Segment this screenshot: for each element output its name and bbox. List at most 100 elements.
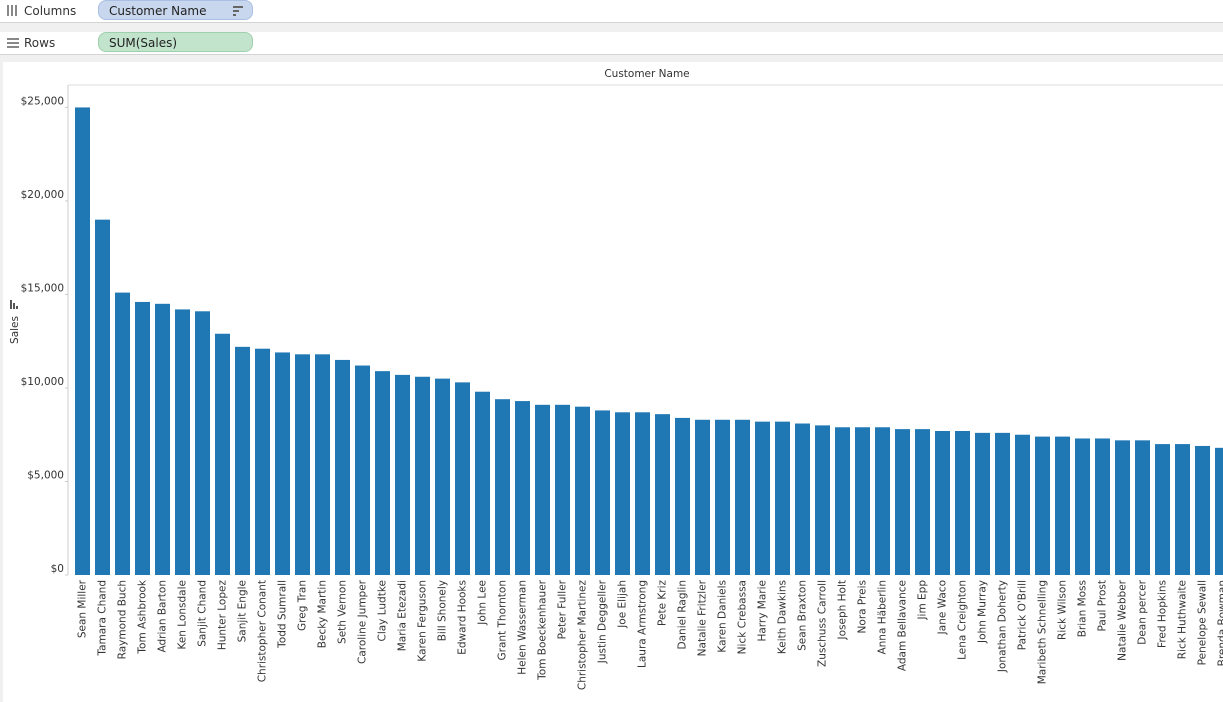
axis-icon xyxy=(10,300,18,309)
x-tick-label: Nick Crebassa xyxy=(737,580,749,654)
x-tick-label: Greg Tran xyxy=(297,580,309,631)
y-axis-title: Sales xyxy=(9,316,21,344)
x-tick-label: John Lee xyxy=(477,580,489,626)
x-tick-label: Adrian Barton xyxy=(157,580,169,652)
x-tick-label: Maria Etezadi xyxy=(397,580,409,651)
bar xyxy=(775,421,790,575)
bar xyxy=(215,333,230,575)
bar xyxy=(95,219,110,575)
x-tick-label: Bill Shonely xyxy=(437,580,449,641)
x-tick-label: Jonathan Doherty xyxy=(997,580,1009,673)
x-tick-label: Justin Deggeller xyxy=(597,579,609,664)
x-tick-label: Edward Hooks xyxy=(457,580,469,655)
x-tick-label: Helen Wasserman xyxy=(517,580,529,675)
x-tick-label: Daniel Raglin xyxy=(677,580,689,649)
x-tick-label: Maribeth Schnelling xyxy=(1037,580,1049,684)
x-tick-label: Raymond Buch xyxy=(117,580,129,659)
x-tick-label: Sanjit Engle xyxy=(237,580,249,642)
x-tick-label: Seth Vernon xyxy=(337,580,349,644)
shelf-label: Columns xyxy=(24,4,77,18)
shelf-label: Rows xyxy=(24,36,56,50)
bar xyxy=(935,430,950,575)
bar xyxy=(615,412,630,575)
bar xyxy=(1015,434,1030,575)
bar xyxy=(315,354,330,575)
columns-shelf: Columns Customer Name xyxy=(0,0,1223,23)
x-tick-label: Christopher Conant xyxy=(257,580,269,682)
bar xyxy=(835,427,850,575)
measure-pill[interactable]: SUM(Sales) xyxy=(98,32,253,52)
x-tick-label: Patrick O'Brill xyxy=(1017,580,1029,650)
bar xyxy=(855,427,870,575)
x-tick-label: Sanjit Chand xyxy=(197,580,209,647)
bar xyxy=(1155,444,1170,575)
x-tick-label: Pete Kriz xyxy=(657,580,669,626)
y-tick-label: $25,000 xyxy=(21,95,64,107)
y-tick-label: $10,000 xyxy=(21,376,64,388)
bar xyxy=(1195,445,1210,575)
x-tick-label: Lena Creighton xyxy=(957,580,969,660)
bar xyxy=(295,354,310,575)
bar xyxy=(815,425,830,575)
bar xyxy=(1175,444,1190,575)
bar xyxy=(955,430,970,575)
x-tick-label: Rick Huthwaite xyxy=(1177,580,1189,659)
bar xyxy=(795,423,810,575)
x-tick-label: Todd Sumrall xyxy=(277,580,289,649)
bar xyxy=(275,352,290,575)
x-tick-label: Grant Thornton xyxy=(497,580,509,660)
bar xyxy=(435,378,450,575)
bar xyxy=(875,427,890,575)
bar xyxy=(175,309,190,575)
bar xyxy=(1075,438,1090,575)
x-tick-label: Penelope Sewall xyxy=(1197,580,1209,665)
bar xyxy=(75,107,90,575)
x-tick-label: Karen Daniels xyxy=(717,580,729,653)
bar xyxy=(375,371,390,575)
x-tick-label: Natalie Fritzler xyxy=(697,579,709,656)
pill-text: SUM(Sales) xyxy=(109,36,178,50)
x-tick-label: Karen Ferguson xyxy=(417,580,429,662)
x-tick-label: Caroline Jumper xyxy=(357,579,369,664)
bar xyxy=(135,301,150,575)
bar xyxy=(455,382,470,575)
bar xyxy=(335,359,350,575)
x-tick-label: Becky Martin xyxy=(317,580,329,648)
x-tick-label: Tom Boeckenhauer xyxy=(537,579,549,681)
bar xyxy=(1215,447,1223,575)
x-tick-label: Nora Preis xyxy=(857,580,869,633)
x-tick-label: Sean Braxton xyxy=(797,580,809,651)
bar xyxy=(495,399,510,575)
x-tick-label: Anna Häberlin xyxy=(877,580,889,655)
x-tick-label: Jim Epp xyxy=(917,580,929,621)
x-tick-label: Paul Prost xyxy=(1097,580,1109,631)
x-tick-label: Peter Fuller xyxy=(557,579,569,639)
column-header: Customer Name xyxy=(604,68,689,80)
x-tick-label: Joe Elijah xyxy=(617,580,629,629)
bar xyxy=(475,391,490,575)
bar xyxy=(895,429,910,575)
x-tick-label: Dean percer xyxy=(1137,579,1149,644)
sort-icon xyxy=(233,6,243,16)
bar xyxy=(415,376,430,575)
bar xyxy=(235,346,250,575)
x-tick-label: Christopher Martinez xyxy=(577,580,589,691)
bar xyxy=(395,374,410,575)
bar xyxy=(555,404,570,575)
bar xyxy=(1115,440,1130,575)
x-tick-label: Rick Wilson xyxy=(1057,580,1069,640)
bar xyxy=(975,432,990,575)
y-tick-label: $20,000 xyxy=(21,189,64,201)
bar xyxy=(735,419,750,575)
x-tick-label: Tamara Chand xyxy=(97,580,109,657)
x-tick-label: Fred Hopkins xyxy=(1157,580,1169,648)
x-tick-label: Keith Dawkins xyxy=(777,580,789,654)
x-tick-label: Clay Ludtke xyxy=(377,580,389,642)
bar xyxy=(195,311,210,575)
x-tick-label: Jane Waco xyxy=(937,580,949,635)
x-tick-label: Zuschuss Carroll xyxy=(817,580,829,667)
bar xyxy=(995,432,1010,575)
y-tick-label: $0 xyxy=(51,563,64,575)
dimension-pill[interactable]: Customer Name xyxy=(98,0,253,20)
